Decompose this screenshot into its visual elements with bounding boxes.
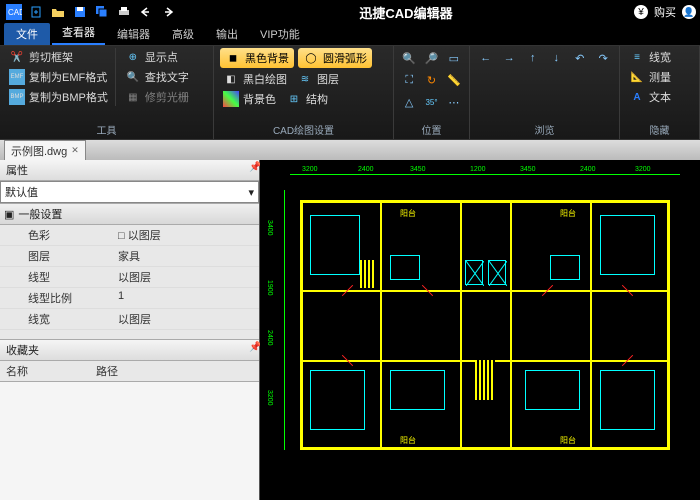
black-bg-button[interactable]: ◼黑色背景 bbox=[220, 48, 294, 68]
find-text-button[interactable]: 🔍查找文字 bbox=[122, 68, 192, 86]
document-tab-label: 示例图.dwg bbox=[11, 143, 67, 159]
nav-up-icon[interactable]: ↑ bbox=[523, 48, 543, 68]
bg-color-button[interactable]: 背景色 bbox=[220, 90, 279, 108]
rotate-icon[interactable]: ↻ bbox=[422, 70, 440, 90]
app-icon[interactable]: CAD bbox=[4, 3, 24, 21]
undo-icon[interactable] bbox=[136, 3, 156, 21]
prop-layer[interactable]: 图层家具 bbox=[0, 246, 259, 267]
document-tab[interactable]: 示例图.dwg ✕ bbox=[4, 140, 86, 161]
prop-ltscale[interactable]: 线型比例1 bbox=[0, 288, 259, 309]
new-icon[interactable] bbox=[26, 3, 46, 21]
angle-icon[interactable]: 35° bbox=[422, 92, 440, 112]
prop-color[interactable]: 色彩□ 以图层 bbox=[0, 225, 259, 246]
favorites-columns: 名称路径 bbox=[0, 361, 259, 382]
smooth-arc-button[interactable]: ◯圆滑弧形 bbox=[298, 48, 372, 68]
fit-icon[interactable]: ⛶ bbox=[400, 70, 418, 90]
file-tab[interactable]: 文件 bbox=[4, 23, 50, 45]
zoom-area-icon[interactable]: ▭ bbox=[445, 48, 463, 68]
prop-lineweight[interactable]: 线宽以图层 bbox=[0, 309, 259, 330]
properties-title: 属性 📌 bbox=[0, 160, 259, 181]
favorites-title: 收藏夹 📌 bbox=[0, 340, 259, 361]
layers-button[interactable]: ≋图层 bbox=[294, 70, 342, 88]
tab-advanced[interactable]: 高级 bbox=[162, 23, 204, 45]
ribbon-group-position: 🔍🔎▭ ⛶↻📏 △35° ⋯ 位置 bbox=[394, 46, 470, 139]
titlebar-right: ¥ 购买 👤 bbox=[634, 4, 696, 20]
save-icon[interactable] bbox=[70, 3, 90, 21]
tab-editor[interactable]: 编辑器 bbox=[107, 23, 160, 45]
cad-canvas[interactable]: 3200 2400 3450 1200 3450 2400 3200 3400 … bbox=[260, 160, 700, 500]
nav-rotate-left-icon[interactable]: ↶ bbox=[570, 48, 590, 68]
properties-combo[interactable]: 默认值▾ bbox=[0, 181, 259, 203]
svg-text:CAD: CAD bbox=[8, 8, 22, 17]
text-button[interactable]: A文本 bbox=[626, 88, 693, 106]
copy-bmp-button[interactable]: BMP复制为BMP格式 bbox=[6, 88, 111, 106]
cut-frame-button[interactable]: ✂️剪切框架 bbox=[6, 48, 111, 66]
structure-button[interactable]: ⊞结构 bbox=[283, 90, 331, 108]
main-area: 属性 📌 默认值▾ ▣一般设置 色彩□ 以图层 图层家具 线型以图层 线型比例1… bbox=[0, 160, 700, 500]
quick-access-toolbar: CAD bbox=[4, 3, 178, 21]
title-bar: CAD 迅捷CAD编辑器 ¥ 购买 👤 bbox=[0, 0, 700, 24]
pin-icon[interactable]: 📌 bbox=[249, 162, 253, 166]
lineweight-button[interactable]: ≡线宽 bbox=[626, 48, 693, 66]
document-tabs: 示例图.dwg ✕ bbox=[0, 140, 700, 160]
print-icon[interactable] bbox=[114, 3, 134, 21]
scale-icon[interactable]: 📏 bbox=[445, 70, 463, 90]
group-label-hide: 隐藏 bbox=[626, 120, 693, 139]
nav-rotate-right-icon[interactable]: ↷ bbox=[594, 48, 614, 68]
zoom-out-icon[interactable]: 🔎 bbox=[422, 48, 440, 68]
group-label-tools: 工具 bbox=[6, 120, 207, 139]
prop-linetype[interactable]: 线型以图层 bbox=[0, 267, 259, 288]
section-general[interactable]: ▣一般设置 bbox=[0, 203, 259, 225]
app-title: 迅捷CAD编辑器 bbox=[178, 3, 634, 22]
buy-link[interactable]: 购买 bbox=[654, 4, 676, 20]
properties-panel: 属性 📌 默认值▾ ▣一般设置 色彩□ 以图层 图层家具 线型以图层 线型比例1… bbox=[0, 160, 260, 500]
pin-icon[interactable]: 📌 bbox=[249, 342, 253, 346]
close-tab-icon[interactable]: ✕ bbox=[71, 145, 79, 156]
show-points-button[interactable]: ⊕显示点 bbox=[122, 48, 192, 66]
ribbon-group-hide: ≡线宽 📐测量 A文本 隐藏 bbox=[620, 46, 700, 139]
redo-icon[interactable] bbox=[158, 3, 178, 21]
open-icon[interactable] bbox=[48, 3, 68, 21]
3d-icon[interactable]: △ bbox=[400, 92, 418, 112]
more-icon[interactable]: ⋯ bbox=[445, 92, 463, 112]
saveall-icon[interactable] bbox=[92, 3, 112, 21]
copy-emf-button[interactable]: EMF复制为EMF格式 bbox=[6, 68, 111, 86]
tab-viewer[interactable]: 查看器 bbox=[52, 21, 105, 45]
trim-raster-button[interactable]: ▦修剪光栅 bbox=[122, 88, 192, 106]
tab-vip[interactable]: VIP功能 bbox=[250, 23, 310, 45]
user-icon[interactable]: 👤 bbox=[682, 5, 696, 19]
nav-right-icon[interactable]: → bbox=[500, 48, 520, 68]
nav-down-icon[interactable]: ↓ bbox=[547, 48, 567, 68]
tab-output[interactable]: 输出 bbox=[206, 23, 248, 45]
nav-left-icon[interactable]: ← bbox=[476, 48, 496, 68]
measure-button[interactable]: 📐测量 bbox=[626, 68, 693, 86]
ribbon-group-tools: ✂️剪切框架 EMF复制为EMF格式 BMP复制为BMP格式 ⊕显示点 🔍查找文… bbox=[0, 46, 214, 139]
zoom-in-icon[interactable]: 🔍 bbox=[400, 48, 418, 68]
ribbon-tabstrip: 文件 查看器 编辑器 高级 输出 VIP功能 bbox=[0, 24, 700, 46]
ribbon: ✂️剪切框架 EMF复制为EMF格式 BMP复制为BMP格式 ⊕显示点 🔍查找文… bbox=[0, 46, 700, 140]
ribbon-group-cad-settings: ◼黑色背景 ◯圆滑弧形 ◧黑白绘图 ≋图层 背景色 ⊞结构 CAD绘图设置 bbox=[214, 46, 394, 139]
currency-icon[interactable]: ¥ bbox=[634, 5, 648, 19]
group-label-cad: CAD绘图设置 bbox=[220, 120, 387, 139]
bw-draw-button[interactable]: ◧黑白绘图 bbox=[220, 70, 290, 88]
group-label-browse: 浏览 bbox=[476, 120, 613, 139]
ribbon-group-browse: ← → ↑ ↓ ↶ ↷ 浏览 bbox=[470, 46, 620, 139]
group-label-pos: 位置 bbox=[400, 120, 463, 139]
